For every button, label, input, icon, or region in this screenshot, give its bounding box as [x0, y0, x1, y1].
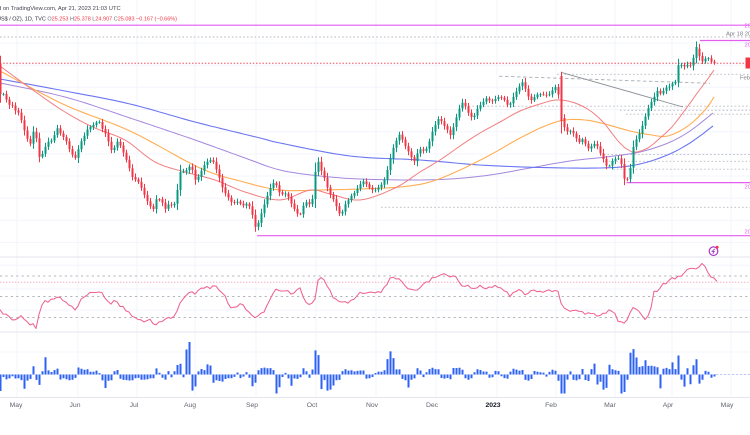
svg-text:Dec: Dec — [426, 402, 439, 409]
svg-text:20.9: 20.9 — [745, 230, 750, 236]
svg-text:Oct: Oct — [307, 402, 318, 409]
svg-text:20.9: 20.9 — [745, 43, 750, 49]
svg-text:20.9: 20.9 — [745, 185, 750, 191]
svg-text:20.9: 20.9 — [745, 24, 750, 30]
svg-text:US$ / OZ), 1D, TVC O25.253 H25: US$ / OZ), 1D, TVC O25.253 H25.378 L24.9… — [0, 16, 177, 22]
svg-text:May: May — [721, 402, 734, 409]
svg-text:Feb: Feb — [545, 402, 557, 409]
svg-text:Mar: Mar — [604, 402, 616, 409]
svg-text:May: May — [10, 402, 23, 409]
svg-text:2023: 2023 — [485, 402, 500, 409]
svg-text:Apr: Apr — [663, 402, 674, 409]
svg-text:Feb 2: Feb 2 — [740, 76, 750, 82]
svg-text:Nov: Nov — [366, 402, 379, 409]
svg-text:Jun: Jun — [70, 402, 81, 409]
svg-text:Jul: Jul — [130, 402, 139, 409]
svg-text:d on TradingView.com, Apr 21,: d on TradingView.com, Apr 21, 2023 21:03… — [0, 6, 121, 12]
svg-text:Apr 18 202: Apr 18 202 — [726, 32, 750, 38]
svg-text:Aug: Aug — [184, 402, 196, 409]
svg-text:Sep: Sep — [246, 402, 258, 409]
